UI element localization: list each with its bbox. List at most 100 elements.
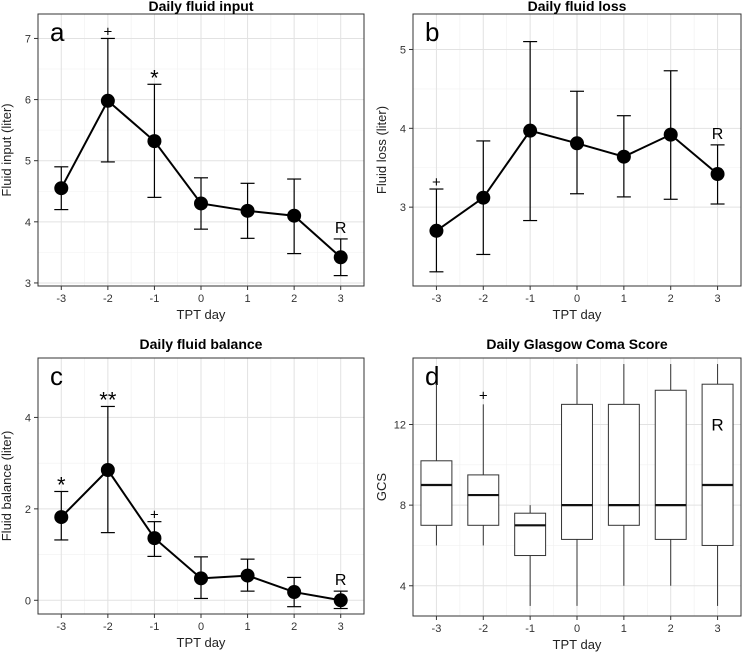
box--1: [514, 505, 547, 606]
panel-c: -3 -2 -1 0 1 2 3 0 2 4 Daily fluid balance TPT day F…: [0, 336, 365, 650]
x-axis-label: TPT day: [177, 635, 226, 650]
box-iqr: [467, 474, 500, 526]
annotation: R: [711, 416, 723, 435]
y-tick-label: 5: [400, 44, 406, 56]
data-point: [287, 585, 302, 600]
x-tick-label: -1: [525, 293, 535, 305]
x-tick-label: -1: [150, 621, 160, 633]
box-iqr: [607, 403, 640, 526]
chart-title: Daily Glasgow Coma Score: [486, 336, 667, 352]
data-point: [100, 93, 115, 108]
annotation: +: [150, 507, 159, 524]
y-tick-label: 4: [25, 217, 31, 229]
x-tick-label: 0: [198, 293, 204, 305]
x-tick-label: -2: [103, 621, 113, 633]
y-axis-label: Fluid input (liter): [0, 103, 14, 196]
x-tick-label: -3: [432, 623, 442, 635]
x-tick-label: 2: [291, 293, 297, 305]
x-axis-label: TPT day: [177, 307, 226, 322]
x-tick-label: -3: [432, 293, 442, 305]
data-point: [476, 190, 491, 205]
y-tick-label: 5: [25, 156, 31, 168]
panel-letter: c: [50, 361, 63, 391]
box-iqr: [514, 512, 547, 557]
y-tick-label: 8: [400, 500, 406, 512]
x-tick-label: 3: [715, 293, 721, 305]
x-tick-label: -2: [478, 293, 488, 305]
data-point: [710, 167, 725, 182]
box-2: [654, 364, 687, 586]
chart-title: Daily fluid loss: [528, 0, 627, 14]
y-tick-label: 3: [400, 202, 406, 214]
x-axis-label: TPT day: [553, 637, 602, 652]
annotation: R: [712, 126, 724, 143]
chart-title: Daily fluid balance: [140, 336, 263, 352]
annotation: *: [150, 65, 159, 90]
x-tick-label: 1: [245, 293, 251, 305]
panel-b: -3 -2 -1 0 1 2 3 3 4 5 Daily fluid loss TPT day Flui…: [374, 0, 742, 322]
data-point: [570, 136, 584, 151]
data-point: [287, 208, 302, 223]
y-tick-label: 2: [25, 504, 31, 516]
x-tick-label: -1: [525, 623, 535, 635]
x-tick-label: 3: [715, 623, 721, 635]
y-tick-label: 4: [400, 123, 406, 135]
y-tick-label: 4: [400, 581, 406, 593]
data-point: [100, 463, 115, 477]
data-point: [54, 510, 69, 525]
y-tick-label: 6: [25, 95, 31, 107]
data-point: [147, 134, 162, 149]
data-point: [429, 223, 444, 238]
box-iqr: [420, 460, 453, 526]
box-iqr: [701, 383, 734, 546]
x-tick-label: -2: [478, 623, 488, 635]
data-point: [523, 123, 538, 138]
data-point: [663, 127, 678, 142]
x-tick-label: -3: [56, 621, 66, 633]
panel-letter: d: [425, 361, 439, 391]
data-point: [194, 571, 208, 586]
data-point: [240, 203, 255, 218]
chart-title: Daily fluid input: [149, 0, 254, 14]
x-tick-label: 2: [291, 621, 297, 633]
x-tick-label: -2: [103, 293, 113, 305]
y-axis-label: Fluid balance (liter): [0, 431, 14, 542]
panel-letter: b: [425, 17, 439, 47]
annotation: **: [99, 387, 117, 412]
annotation: +: [479, 387, 488, 404]
x-tick-label: 0: [574, 293, 580, 305]
x-tick-label: -3: [56, 293, 66, 305]
y-tick-label: 4: [25, 412, 31, 424]
box-iqr: [654, 389, 687, 540]
data-point: [616, 149, 631, 164]
y-tick-label: 0: [25, 595, 31, 607]
x-tick-label: 2: [668, 623, 674, 635]
y-axis-label: GCS: [374, 473, 389, 502]
x-tick-label: 1: [245, 621, 251, 633]
x-tick-label: 1: [621, 293, 627, 305]
data-point: [333, 593, 348, 608]
box--2: [467, 404, 500, 546]
box-0: [561, 364, 593, 606]
annotation: R: [335, 220, 347, 237]
x-tick-label: 2: [668, 293, 674, 305]
y-tick-label: 12: [394, 420, 406, 432]
y-axis-label: Fluid loss (liter): [374, 106, 389, 194]
x-tick-label: 0: [198, 621, 204, 633]
annotation: *: [57, 472, 66, 497]
data-point: [333, 250, 348, 265]
panel-a: -3 -2 -1 0 1 2 3 3 4 5 6 7 Daily fluid input TPT day F…: [0, 0, 365, 322]
x-tick-label: -1: [150, 293, 160, 305]
data-point: [147, 531, 162, 546]
x-tick-label: 3: [338, 621, 344, 633]
x-axis-label: TPT day: [553, 307, 602, 322]
box-3: [701, 364, 734, 606]
annotation: +: [103, 23, 112, 40]
box-1: [607, 364, 640, 586]
data-point: [194, 196, 208, 211]
data-point: [240, 568, 255, 583]
panel-letter: a: [50, 17, 65, 47]
y-tick-label: 7: [25, 33, 31, 45]
